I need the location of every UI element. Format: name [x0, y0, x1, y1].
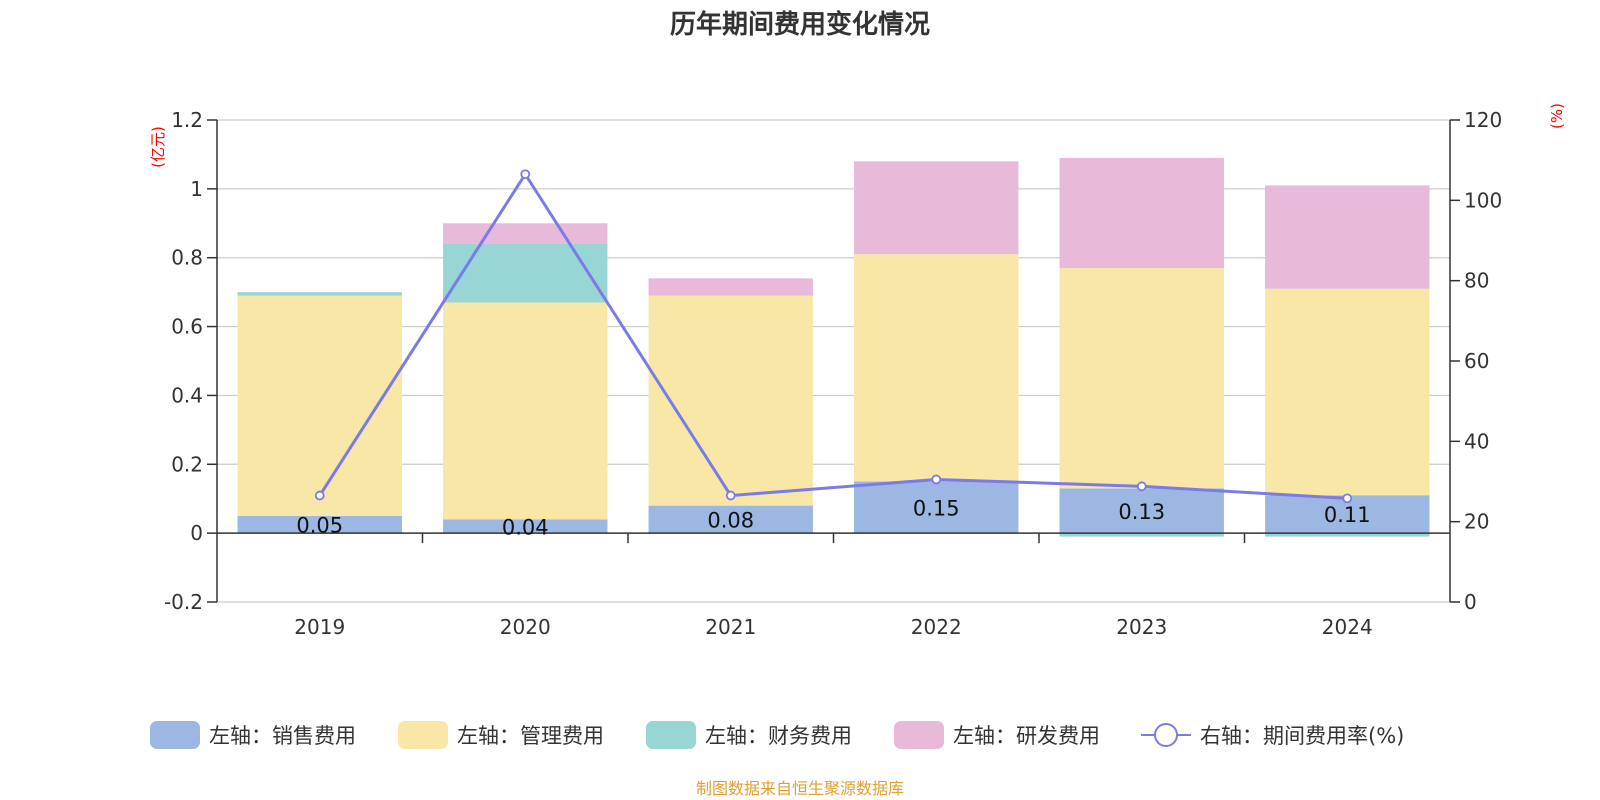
- bar-segment-1: [648, 505, 813, 534]
- left-axis-unit: (亿元): [149, 126, 167, 168]
- legend-item[interactable]: 左轴：研发费用: [894, 721, 1100, 749]
- line-point: [1342, 493, 1353, 504]
- legend-swatch: [646, 721, 696, 749]
- right-axis-unit: (%): [1548, 103, 1566, 129]
- right-axis-tick-label: 60: [1464, 349, 1489, 373]
- data-label: 0.11: [1324, 503, 1371, 527]
- data-label: 0.13: [1118, 500, 1165, 524]
- left-axis-tick-label: 0.4: [171, 383, 203, 407]
- legend-item[interactable]: 左轴：财务费用: [646, 721, 852, 749]
- legend-swatch: [150, 721, 200, 749]
- data-label: 0.04: [502, 515, 549, 539]
- data-label: 0.08: [707, 508, 754, 532]
- source-note: 制图数据来自恒生聚源数据库: [696, 779, 904, 798]
- bar-series: [237, 157, 1430, 537]
- left-axis-tick-label: 1: [190, 177, 203, 201]
- legend-label: 左轴：研发费用: [953, 724, 1100, 748]
- bar-segment-3: [443, 243, 608, 303]
- bar-segment-1: [1059, 488, 1224, 534]
- legend-swatch: [894, 721, 944, 749]
- left-axis-tick-label: 0.6: [171, 315, 203, 339]
- chart-title: 历年期间费用变化情况: [670, 9, 930, 40]
- line-point: [314, 490, 325, 501]
- left-axis-tick-label: -0.2: [164, 590, 203, 614]
- right-axis-tick-label: 0: [1464, 590, 1477, 614]
- axes: -0.2 0 0.2 0.4 0.6 0.8 1 1.2 0 20 40 60 80 100 120 2019…: [164, 108, 1502, 639]
- bar-segment-4: [1059, 157, 1224, 269]
- line-point: [1136, 481, 1147, 492]
- line-point: [931, 474, 942, 485]
- legend: 左轴：销售费用 左轴：管理费用 左轴：财务费用 左轴：研发费用 右轴：期间费用率(%): [150, 721, 1404, 749]
- bar-segment-2: [1059, 268, 1224, 489]
- bar-segment-2: [648, 295, 813, 506]
- bar-segment-4: [443, 223, 608, 244]
- bar-segment-2: [237, 295, 402, 516]
- left-axis-tick-label: 0.8: [171, 246, 203, 270]
- bar-segment-3: [1265, 533, 1430, 537]
- line-point: [520, 169, 531, 180]
- bar-segment-2: [854, 254, 1019, 482]
- legend-item[interactable]: 右轴：期间费用率(%): [1141, 723, 1404, 748]
- left-axis-tick-label: 0.2: [171, 452, 203, 476]
- legend-label: 左轴：销售费用: [209, 724, 356, 748]
- data-label: 0.05: [296, 514, 343, 538]
- bar-segment-3: [1059, 533, 1224, 537]
- right-axis-tick-label: 100: [1464, 188, 1502, 212]
- legend-item[interactable]: 左轴：销售费用: [150, 721, 356, 749]
- right-axis-tick-label: 80: [1464, 269, 1489, 293]
- bar-segment-1: [443, 519, 608, 534]
- x-axis-tick-label: 2023: [1116, 615, 1167, 639]
- grid-lines: [217, 119, 1450, 603]
- legend-swatch: [398, 721, 448, 749]
- legend-label: 左轴：财务费用: [705, 724, 852, 748]
- data-labels: 0.05 0.04 0.08 0.15 0.13 0.11: [296, 496, 1370, 539]
- left-axis-tick-label: 1.2: [171, 108, 203, 132]
- legend-item[interactable]: 左轴：管理费用: [398, 721, 604, 749]
- data-label: 0.15: [913, 496, 960, 520]
- line-path: [318, 171, 1348, 500]
- x-axis-tick-label: 2019: [294, 615, 345, 639]
- x-axis-tick-label: 2024: [1322, 615, 1373, 639]
- line-point: [725, 490, 736, 501]
- x-axis-tick-label: 2022: [911, 615, 962, 639]
- right-axis-tick-label: 40: [1464, 429, 1489, 453]
- bar-segment-4: [1265, 185, 1430, 289]
- bar-segment-2: [443, 302, 608, 520]
- legend-marker: [1154, 723, 1178, 747]
- line-series: [314, 169, 1353, 504]
- right-axis-tick-label: 120: [1464, 108, 1502, 132]
- bar-segment-4: [854, 161, 1019, 255]
- legend-label: 左轴：管理费用: [457, 724, 604, 748]
- x-axis-tick-label: 2021: [705, 615, 756, 639]
- bar-segment-4: [648, 278, 813, 296]
- legend-label: 右轴：期间费用率(%): [1200, 724, 1404, 748]
- bar-segment-3: [237, 292, 402, 296]
- right-axis-tick-label: 20: [1464, 510, 1489, 534]
- bar-segment-2: [1265, 288, 1430, 496]
- x-axis-tick-label: 2020: [500, 615, 551, 639]
- bar-segment-1: [854, 481, 1019, 534]
- left-axis-tick-label: 0: [190, 521, 203, 545]
- bar-segment-1: [237, 515, 402, 534]
